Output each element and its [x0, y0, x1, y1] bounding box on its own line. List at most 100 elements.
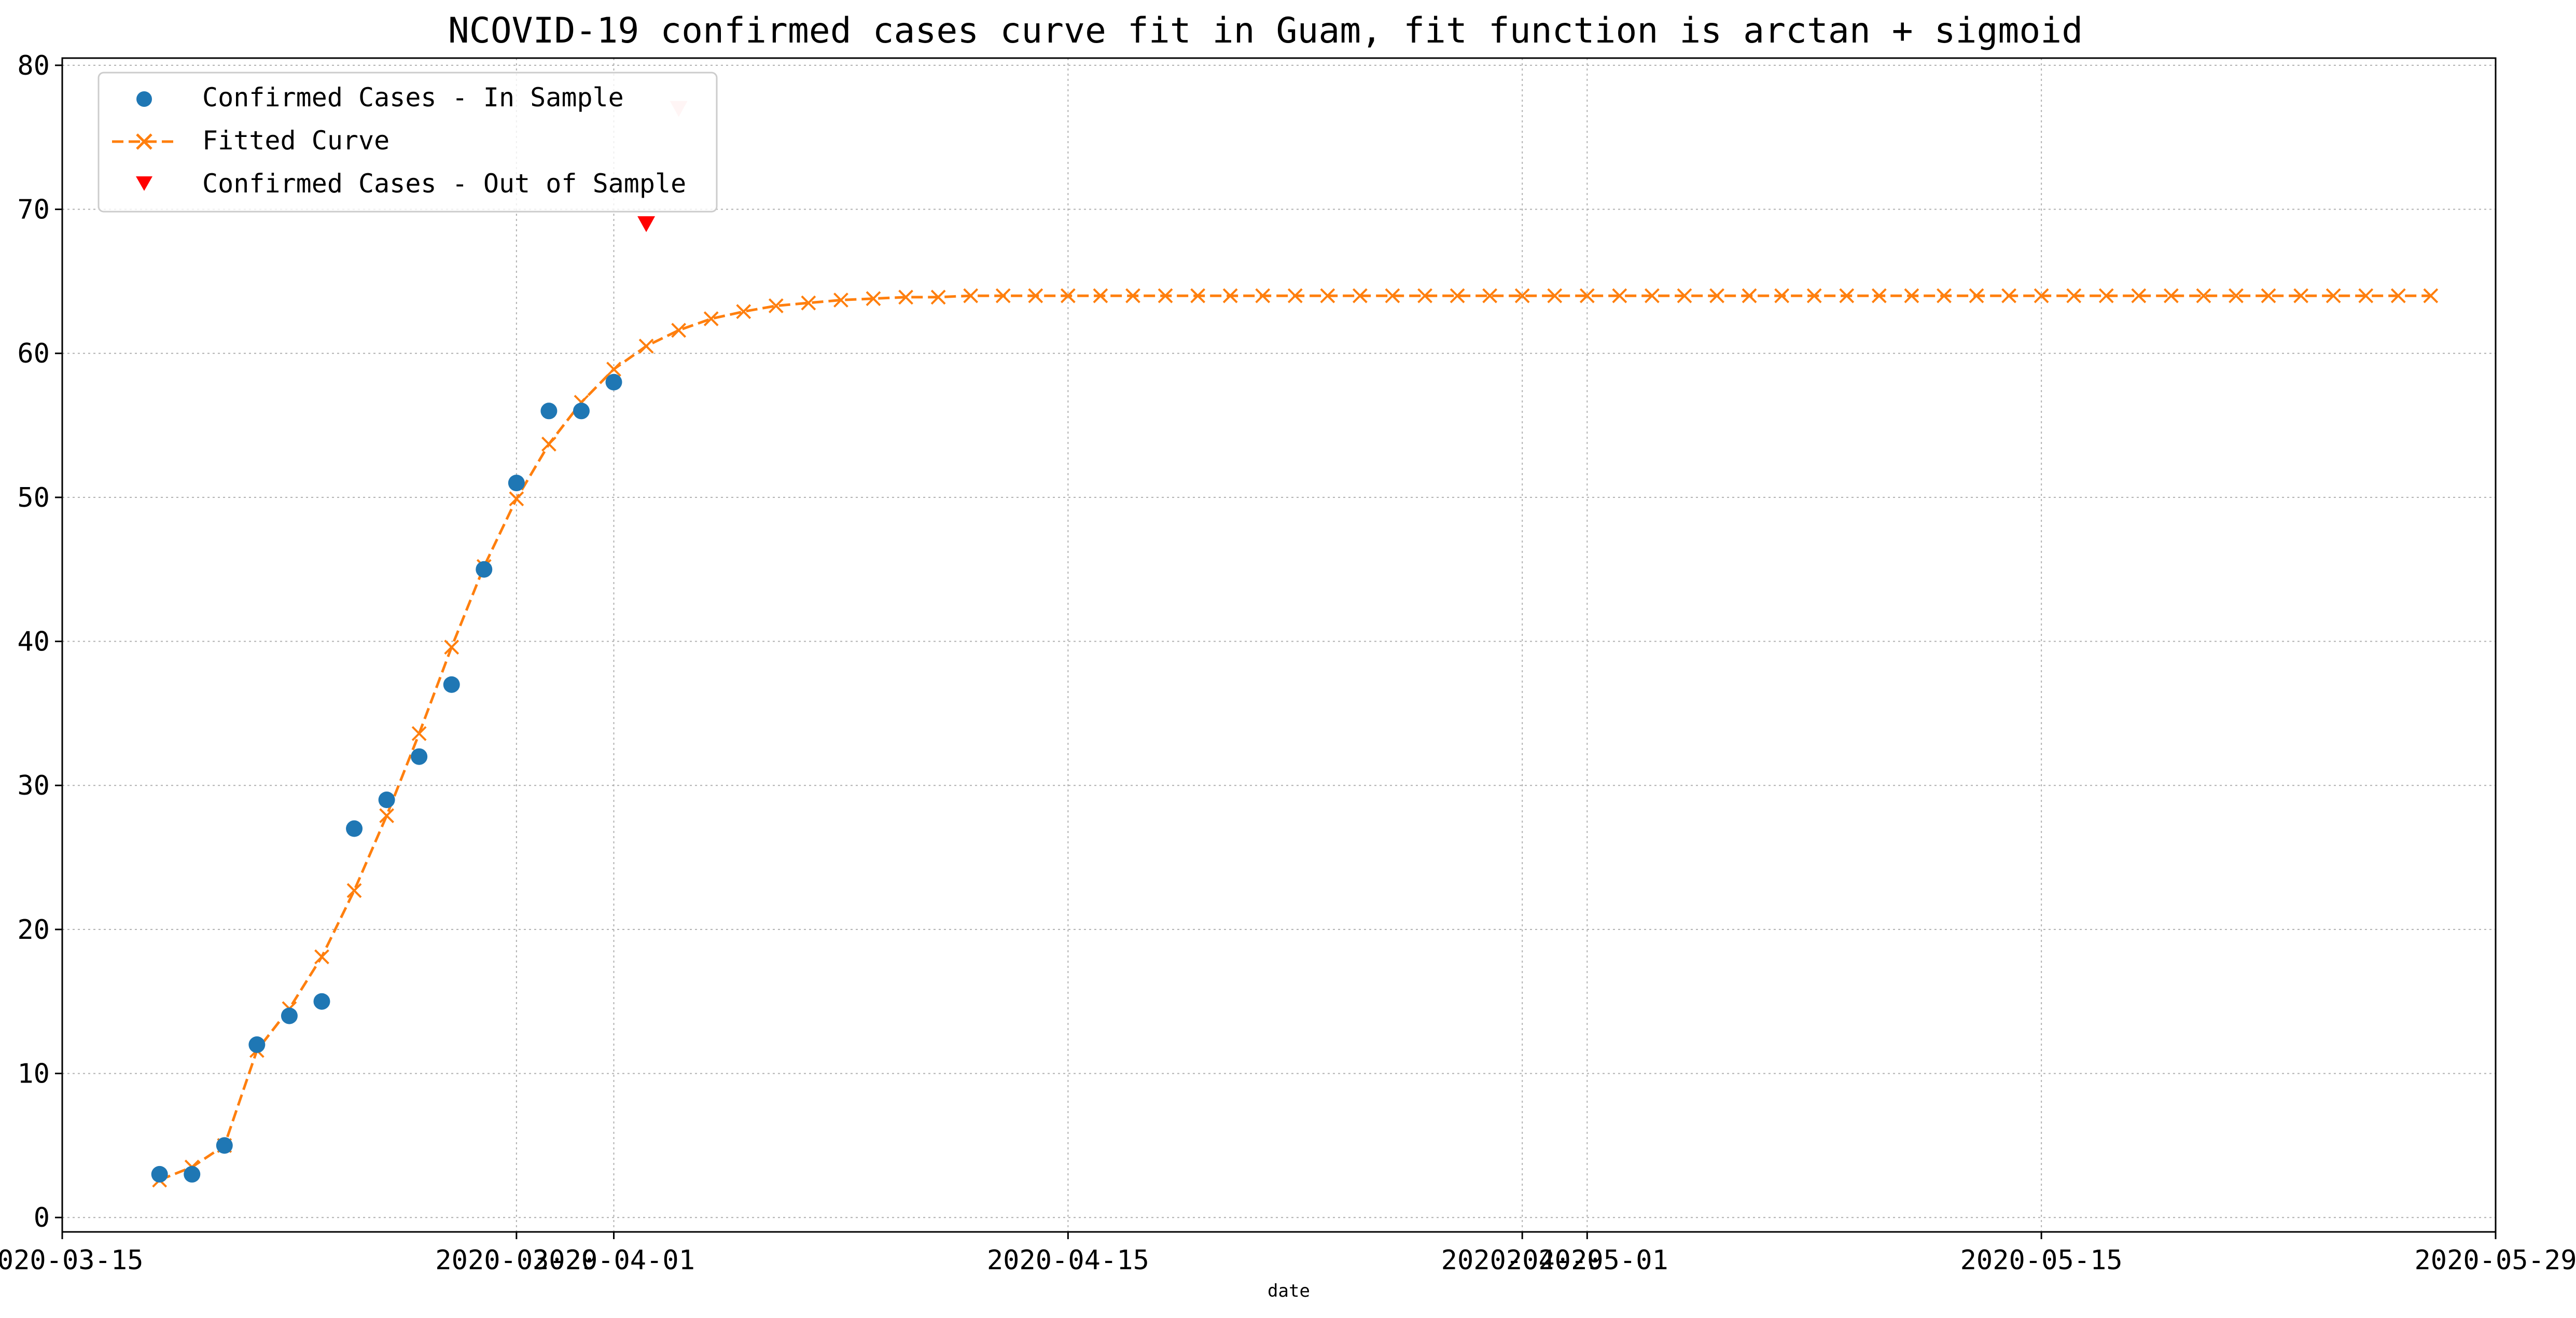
fitted-curve-marker: [1417, 288, 1432, 303]
fitted-curve-marker: [314, 949, 329, 965]
fitted-curve-marker: [1612, 288, 1627, 303]
legend-out-sample-label: Confirmed Cases - Out of Sample: [202, 169, 686, 199]
fitted-curve-marker: [1450, 288, 1465, 303]
in-sample-point: [443, 676, 460, 693]
x-tick-label: 2020-05-29: [2414, 1245, 2576, 1276]
legend-fitted-marker: [136, 133, 152, 150]
fitted-curve-marker: [768, 298, 784, 314]
y-tick-label: 80: [17, 50, 50, 81]
fitted-curve-marker: [1774, 288, 1790, 303]
fitted-curve-line: [159, 294, 2431, 1182]
chart-title: NCOVID-19 confirmed cases curve fit in G…: [448, 10, 2083, 51]
fitted-curve-marker: [1547, 288, 1563, 303]
fitted-curve-marker: [1904, 288, 1919, 303]
fitted-curve-marker: [2326, 288, 2341, 303]
fitted-curve-marker: [1514, 288, 1530, 303]
x-tick-label: 2020-03-15: [0, 1245, 144, 1276]
fitted-curve-marker: [1093, 288, 1108, 303]
in-sample-point: [346, 820, 363, 837]
fitted-curve-marker: [2001, 288, 2017, 303]
fitted-curve-marker: [866, 291, 881, 307]
in-sample-point: [151, 1166, 168, 1183]
fitted-curve-marker: [411, 726, 427, 741]
in-sample-point: [216, 1137, 233, 1154]
fitted-curve-marker: [1482, 288, 1498, 303]
fitted-curve-series: [152, 288, 2439, 1188]
fitted-curve-marker: [1287, 288, 1303, 303]
fitted-curve-marker: [606, 362, 621, 377]
fitted-curve-marker: [1742, 288, 1757, 303]
y-tick-label: 20: [17, 914, 50, 946]
fitted-curve-marker: [444, 640, 459, 655]
out-of-sample-point: [637, 216, 656, 232]
fitted-curve-marker: [898, 289, 913, 305]
y-tick-label: 0: [34, 1202, 50, 1233]
fitted-curve-marker: [2358, 288, 2374, 303]
plot-frame: [61, 57, 2497, 1233]
fitted-curve-marker: [671, 323, 687, 338]
fitted-curve-marker: [1125, 288, 1140, 303]
grid-lines: [62, 58, 2496, 1232]
y-tick-label: 70: [17, 195, 50, 226]
fitted-curve-marker: [1806, 288, 1822, 303]
fitted-curve-marker: [541, 436, 556, 452]
in-sample-point: [605, 373, 622, 391]
x-tick-label: 2020-04-15: [987, 1245, 1149, 1276]
fitted-curve-marker: [346, 883, 362, 898]
in-sample-point: [248, 1036, 266, 1053]
fitted-curve-marker: [509, 491, 524, 507]
fitted-curve-marker: [379, 808, 395, 823]
fitted-curve-marker: [930, 289, 946, 305]
fitted-curve-marker: [1969, 288, 1984, 303]
legend: Confirmed Cases - In Sample Fitted Curve…: [98, 72, 718, 213]
fitted-curve-marker: [2066, 288, 2082, 303]
fitted-curve-marker: [963, 288, 979, 303]
in-sample-point: [573, 403, 590, 420]
in-sample-point: [540, 403, 558, 420]
in-sample-point: [411, 748, 428, 765]
fitted-curve-marker: [833, 293, 848, 308]
fitted-curve-marker: [2293, 288, 2309, 303]
fitted-curve-marker: [2034, 288, 2049, 303]
fitted-curve-marker: [995, 288, 1011, 303]
fitted-curve-marker: [2098, 288, 2114, 303]
x-tick-label: 2020-05-01: [1506, 1245, 1668, 1276]
x-tick-label: 2020-04-01: [533, 1245, 695, 1276]
legend-fitted-label: Fitted Curve: [202, 126, 389, 156]
fitted-curve-marker: [2163, 288, 2179, 303]
fitted-curve-marker: [801, 295, 816, 311]
y-tick-label: 60: [17, 338, 50, 369]
fitted-curve-marker: [2196, 288, 2211, 303]
fitted-curve-marker: [1677, 288, 1692, 303]
y-tick-label: 30: [17, 770, 50, 801]
x-tick-label: 2020-03-29: [435, 1245, 597, 1276]
fitted-curve-marker: [1839, 288, 1855, 303]
fitted-curve-marker: [1320, 288, 1335, 303]
x-tick-label: 2020-05-15: [1960, 1245, 2123, 1276]
fitted-curve-marker: [1060, 288, 1076, 303]
fitted-curve-marker: [1222, 288, 1238, 303]
fitted-curve-marker: [1871, 288, 1887, 303]
legend-in-sample-label: Confirmed Cases - In Sample: [202, 82, 624, 113]
fitted-curve-marker: [1190, 288, 1206, 303]
fitted-curve-marker: [1385, 288, 1400, 303]
y-tick-label: 50: [17, 482, 50, 514]
fitted-curve-marker: [1352, 288, 1368, 303]
legend-box: [98, 72, 718, 213]
fitted-curve-marker: [1937, 288, 1952, 303]
fitted-curve-marker: [703, 311, 719, 326]
fitted-curve-marker: [2390, 288, 2406, 303]
in-sample-point: [313, 993, 330, 1010]
fitted-curve-marker: [1255, 288, 1271, 303]
y-tick-label: 40: [17, 627, 50, 658]
fitted-curve-marker: [1028, 288, 1043, 303]
in-sample-point: [184, 1166, 201, 1183]
legend-out-sample-marker: [136, 176, 152, 191]
in-sample-point: [508, 475, 525, 492]
in-sample-point: [378, 791, 395, 808]
fitted-curve-marker: [2131, 288, 2147, 303]
fitted-curve-marker: [1579, 288, 1595, 303]
